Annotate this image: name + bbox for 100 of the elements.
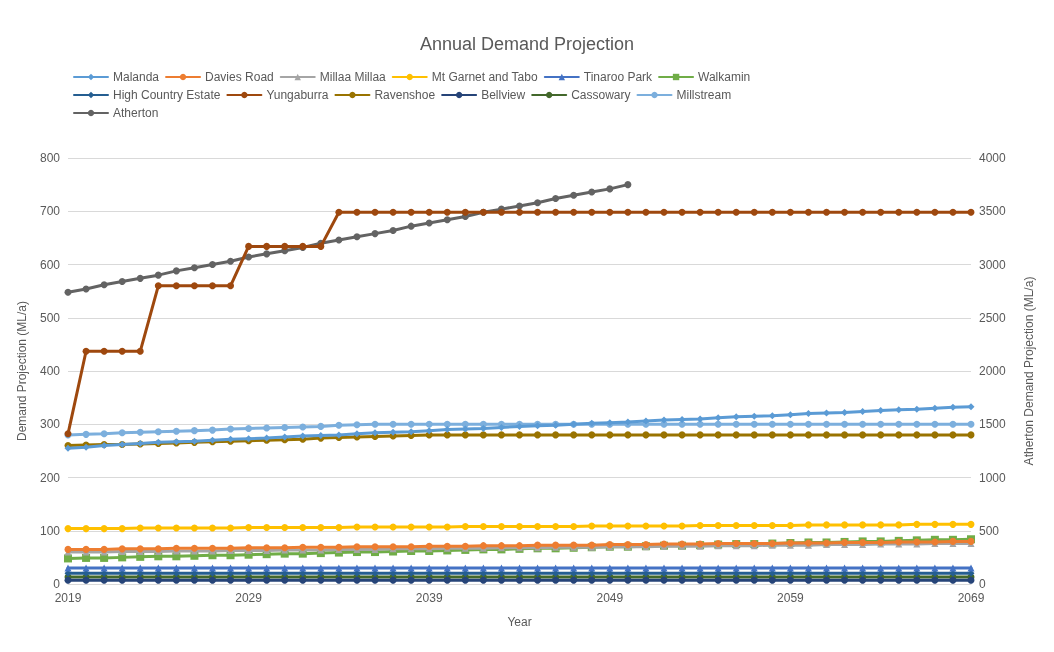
point [804, 521, 812, 529]
point [534, 522, 542, 530]
point [172, 267, 180, 275]
point [461, 208, 469, 216]
point [154, 524, 162, 532]
point [624, 522, 632, 530]
y-tick-label: 100 [39, 523, 61, 538]
point [118, 429, 126, 437]
point [913, 405, 921, 413]
point [353, 208, 361, 216]
point [208, 564, 216, 572]
point [642, 564, 650, 572]
point [552, 208, 560, 216]
y2-tick-label: 500 [979, 523, 1000, 538]
y-tick-label: 0 [53, 577, 61, 591]
point [118, 525, 126, 533]
x-tick-label: 2019 [54, 591, 82, 605]
point [732, 521, 740, 529]
y2-tick-label: 0 [979, 577, 986, 591]
y-tick-label: 200 [39, 470, 61, 485]
point [190, 264, 198, 272]
point [570, 191, 578, 199]
x-axis-title: Year [507, 615, 532, 629]
point [895, 521, 903, 529]
point [823, 420, 831, 428]
point [949, 208, 957, 216]
point [859, 431, 867, 439]
point [570, 208, 578, 216]
legend-label: Bellview [481, 88, 526, 102]
point [317, 524, 325, 532]
point [786, 208, 794, 216]
point [823, 521, 831, 529]
y-tick-label: 300 [39, 417, 61, 432]
point [190, 564, 198, 572]
point [732, 208, 740, 216]
point [227, 564, 235, 572]
point [497, 564, 505, 572]
point [750, 564, 758, 572]
point [642, 208, 650, 216]
point [642, 431, 650, 439]
point [967, 564, 975, 572]
point [859, 521, 867, 529]
legend-label: Millaa Millaa [319, 70, 387, 84]
point [750, 420, 758, 428]
point [172, 282, 180, 290]
y-tick-label: 800 [39, 151, 61, 165]
point [190, 524, 198, 532]
point [732, 431, 740, 439]
point [606, 431, 614, 439]
point [425, 420, 433, 428]
point [353, 233, 361, 241]
point [714, 208, 722, 216]
legend-label: Tinaroo Park [583, 70, 654, 84]
legend-label: Cassowary [571, 88, 631, 102]
point [624, 564, 632, 572]
point [660, 416, 668, 424]
point [696, 208, 704, 216]
point [443, 216, 451, 224]
point [425, 523, 433, 531]
y-tick-label: 500 [39, 310, 61, 325]
point [371, 429, 379, 437]
point [353, 564, 361, 572]
point [425, 219, 433, 227]
point [443, 426, 451, 434]
point [497, 431, 505, 439]
point [678, 564, 686, 572]
point [552, 194, 560, 202]
point [263, 524, 271, 532]
point [425, 427, 433, 435]
point [371, 230, 379, 238]
y2-tick-label: 1000 [979, 470, 1007, 485]
point [245, 425, 253, 433]
point [82, 564, 90, 572]
point [317, 422, 325, 430]
point [227, 425, 235, 433]
point [786, 431, 794, 439]
point [154, 282, 162, 290]
legend-label: Walkamin [698, 70, 751, 84]
legend-label: Millstream [676, 88, 732, 102]
point [877, 420, 885, 428]
point [823, 431, 831, 439]
point [750, 521, 758, 529]
point [118, 564, 126, 572]
point [552, 564, 560, 572]
point [913, 431, 921, 439]
point [407, 564, 415, 572]
x-tick-label: 2069 [957, 591, 985, 605]
point [335, 421, 343, 429]
point [479, 564, 487, 572]
legend-label: Malanda [113, 70, 160, 84]
point [949, 520, 957, 528]
x-tick-label: 2059 [777, 591, 805, 605]
legend-label: Ravenshoe [374, 88, 436, 102]
y2-axis-title: Atherton Demand Projection (ML/a) [1022, 276, 1036, 466]
point [335, 524, 343, 532]
point [136, 524, 144, 532]
point [299, 423, 307, 431]
point [389, 564, 397, 572]
point [154, 271, 162, 279]
point [732, 420, 740, 428]
